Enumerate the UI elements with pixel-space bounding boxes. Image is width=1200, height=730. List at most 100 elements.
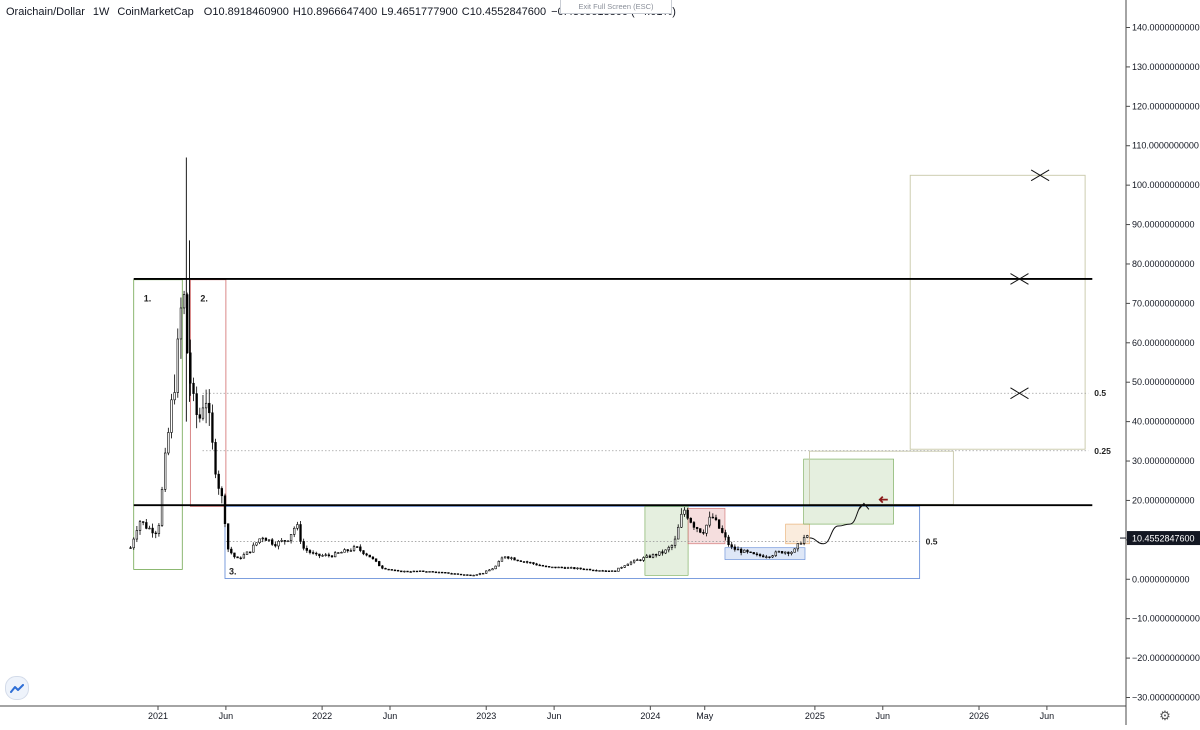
candle-body (154, 532, 157, 535)
candle-body (141, 521, 145, 523)
candle-body (384, 567, 387, 570)
candle-body (258, 538, 261, 543)
candle-body (702, 532, 705, 534)
candle-body (242, 554, 246, 559)
candle-body (450, 573, 453, 575)
candle-body (651, 554, 655, 558)
ohlc-high-label: H (292, 6, 301, 18)
candle-body (614, 570, 617, 572)
candle-body (601, 570, 604, 572)
candle-body (148, 527, 151, 530)
candle-body (626, 563, 630, 566)
candle-body (239, 557, 242, 559)
candle-body (736, 548, 740, 551)
time-tick-label: 2022 (312, 711, 332, 721)
exit-fullscreen-button[interactable]: Exit Full Screen (ESC) (560, 0, 672, 14)
candle-body (522, 561, 526, 563)
candle-body (327, 554, 331, 557)
candle-body (365, 553, 368, 556)
candle-body (529, 561, 532, 564)
candle-body (585, 568, 589, 571)
candle-body (714, 517, 718, 521)
candle-body (393, 569, 397, 572)
data-source: CoinMarketCap (117, 6, 194, 18)
candle-body (356, 546, 359, 548)
candle-body (359, 546, 362, 551)
candle-body (538, 564, 541, 567)
candle-body (497, 561, 500, 567)
candle-body (557, 566, 560, 569)
candle-body (708, 516, 711, 526)
ohlc-open-label: O (203, 6, 213, 18)
horizontal-lines (133, 278, 1093, 507)
drawing-box (785, 523, 810, 545)
candle-body (525, 561, 529, 563)
candle-body (507, 556, 510, 559)
left-arrow-icon (878, 496, 888, 504)
annotations: 1. 2. 3. (144, 169, 1050, 576)
candle-body (440, 571, 444, 574)
candle-body (532, 562, 535, 565)
candle-body (607, 570, 611, 572)
candle-body (173, 392, 176, 401)
time-tick-label: Jun (1040, 711, 1055, 721)
candle-body (727, 536, 730, 545)
candle-body (223, 495, 227, 525)
candle-body (475, 574, 478, 576)
candle-body (661, 551, 664, 554)
candle-body (752, 552, 755, 555)
candle-body (346, 549, 349, 552)
gear-icon[interactable]: ⚙ (1159, 708, 1171, 723)
time-tick-label: 2021 (148, 711, 168, 721)
candle-body (296, 524, 299, 529)
candle-body (403, 570, 406, 573)
price-tick-label: 60.0000000000 (1132, 338, 1195, 348)
candle-body (463, 574, 466, 576)
candle-body (758, 554, 762, 557)
candle-body (381, 565, 384, 569)
candle-body (648, 555, 652, 558)
candle-body (280, 540, 283, 542)
interval-label[interactable]: 1W (92, 6, 110, 18)
candle-body (478, 573, 482, 575)
drawing-box (803, 458, 894, 525)
price-tick-label: 130.0000000000 (1132, 62, 1200, 72)
candle-body (541, 565, 545, 567)
candle-body (267, 539, 271, 541)
time-axis: 2021 Jun 2022 Jun 2023 Jun 2024 May 2025 Jun 2026 J… (0, 705, 1126, 721)
candle-body (730, 544, 733, 548)
tradingview-logo-icon[interactable] (5, 676, 29, 700)
candle-body (208, 402, 211, 414)
candle-body (252, 544, 255, 553)
candle-body (343, 549, 346, 553)
candle-body (632, 559, 636, 563)
candle-body (226, 523, 230, 550)
candle-body (176, 338, 179, 393)
candle-body (544, 565, 548, 568)
symbol-header: Oraichain/Dollar 1W CoinMarketCap O 10.89… (6, 3, 676, 21)
candle-body (548, 566, 551, 568)
candle-body (784, 551, 787, 554)
time-tick-label: 2024 (640, 711, 660, 721)
time-tick-label: 2026 (969, 711, 989, 721)
candle-body (623, 565, 626, 568)
candle-body (582, 568, 585, 571)
candle-body (721, 528, 724, 533)
candle-body (793, 548, 796, 553)
candle-body (780, 551, 784, 554)
ohlc-close-value: 10.4552847600 (469, 6, 547, 18)
candle-body (488, 569, 491, 572)
candle-body (670, 545, 674, 548)
candle-body (264, 537, 268, 541)
symbol-name[interactable]: Oraichain/Dollar (6, 6, 85, 18)
candle-body (799, 543, 803, 545)
candle-body (135, 530, 139, 540)
candle-body (695, 527, 699, 529)
candle-body (516, 559, 519, 562)
candle-body (598, 570, 601, 572)
candle-body (456, 573, 460, 575)
candle-body (755, 553, 759, 555)
candle-body (406, 570, 409, 573)
